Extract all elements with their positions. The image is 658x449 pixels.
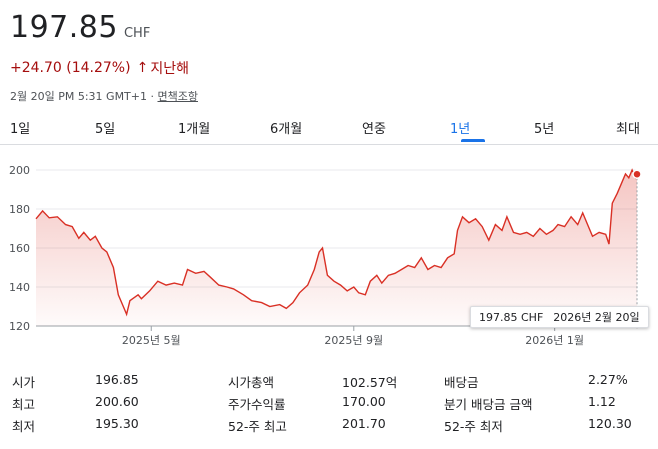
y-tick-label: 160 — [9, 242, 30, 255]
stats-row: 최저 195.30 52-주 최고 201.70 52-주 최저 120.30 — [0, 412, 658, 434]
stat-label: 주가수익률 — [228, 397, 286, 412]
stat-value: 200.60 — [95, 394, 139, 409]
tab-max[interactable]: 최대 — [616, 122, 640, 137]
tooltip-date: 2026년 2월 20일 — [553, 311, 640, 324]
tabs-divider — [0, 144, 658, 145]
meta-separator: · — [147, 90, 158, 103]
tab-1y[interactable]: 1년 — [450, 122, 471, 137]
price-change: +24.70 (14.27%) ↑ 지난해 — [10, 58, 189, 78]
x-tick-label: 2025년 9월 — [324, 334, 383, 347]
stat-value: 2.27% — [588, 372, 628, 387]
price-chart[interactable]: 200 180 160 140 120 2025년 5월 2025년 9월 2026년 1월 — [0, 150, 658, 360]
tooltip-price: 197.85 CHF — [479, 310, 544, 324]
stat-value: 195.30 — [95, 416, 139, 431]
y-tick-label: 200 — [9, 164, 30, 177]
y-tick-label: 140 — [9, 281, 30, 294]
stat-label: 시가총액 — [228, 375, 275, 390]
x-tick-label: 2025년 5월 — [122, 334, 181, 347]
y-tick-label: 120 — [9, 320, 30, 333]
stat-label: 분기 배당금 금액 — [444, 397, 533, 412]
active-tab-indicator — [461, 139, 485, 142]
stat-value: 102.57억 — [342, 375, 398, 390]
stat-value: 170.00 — [342, 394, 386, 409]
stat-value: 1.12 — [588, 394, 616, 409]
tab-5d[interactable]: 5일 — [95, 122, 116, 137]
disclaimer-link[interactable]: 면책조항 — [157, 90, 198, 103]
currency-code: CHF — [123, 26, 151, 41]
current-price: 197.85 — [10, 10, 118, 45]
latest-price-point — [632, 169, 642, 179]
stat-label: 52-주 최고 — [228, 419, 287, 434]
tab-1d[interactable]: 1일 — [10, 122, 31, 137]
stat-value: 120.30 — [588, 416, 632, 431]
price-line — [35, 168, 638, 317]
stat-label: 시가 — [12, 375, 36, 390]
range-tabs: 1일 5일 1개월 6개월 연중 1년 5년 최대 — [0, 116, 658, 144]
stats-row: 최고 200.60 주가수익률 170.00 분기 배당금 금액 1.12 — [0, 390, 658, 412]
price-header: 197.85 CHF — [10, 10, 150, 45]
stat-label: 52-주 최저 — [444, 419, 503, 434]
tab-6m[interactable]: 6개월 — [270, 122, 303, 137]
tab-ytd[interactable]: 연중 — [362, 122, 386, 137]
stat-value: 201.70 — [342, 416, 386, 431]
change-period: 지난해 — [150, 61, 189, 77]
arrow-up-icon: ↑ — [136, 60, 149, 76]
stats-row: 시가 196.85 시가총액 102.57억 배당금 2.27% — [0, 368, 658, 390]
tab-5y[interactable]: 5년 — [534, 122, 555, 137]
price-area — [36, 170, 637, 326]
stat-value: 196.85 — [95, 372, 139, 387]
x-tick-label: 2026년 1월 — [525, 334, 584, 347]
stat-label: 배당금 — [444, 375, 479, 390]
stat-label: 최저 — [12, 419, 36, 434]
stat-label: 최고 — [12, 397, 36, 412]
y-tick-label: 180 — [9, 203, 30, 216]
change-value: +24.70 (14.27%) — [10, 60, 131, 76]
tab-1m[interactable]: 1개월 — [178, 122, 211, 137]
quote-meta: 2월 20일 PM 5:31 GMT+1 · 면책조항 — [10, 88, 198, 104]
chart-tooltip: 197.85 CHF 2026년 2월 20일 — [470, 306, 649, 328]
quote-timestamp: 2월 20일 PM 5:31 GMT+1 — [10, 90, 147, 103]
